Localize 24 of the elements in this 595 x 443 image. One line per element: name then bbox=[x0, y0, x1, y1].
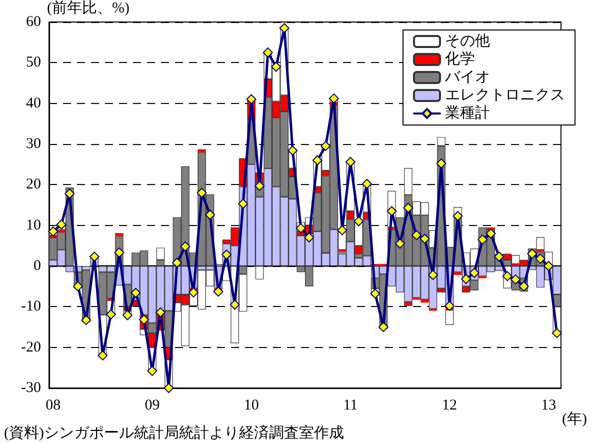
text: (資料)シンガポール統計局統計より経済調査室作成 bbox=[4, 424, 344, 442]
y-tick-label: 60 bbox=[26, 14, 41, 30]
legend-label: その他 bbox=[445, 32, 490, 50]
x-tick-label: 12 bbox=[442, 398, 458, 414]
legend-label: 化学 bbox=[445, 50, 475, 68]
x-axis-title: (年) bbox=[562, 410, 588, 428]
x-tick-label: 13 bbox=[541, 398, 556, 414]
y-tick-label: -30 bbox=[21, 380, 41, 396]
x-tick-label: 11 bbox=[343, 398, 358, 414]
y-tick-label: -20 bbox=[21, 339, 41, 356]
x-tick-label: 08 bbox=[46, 398, 61, 414]
y-tick-label: -10 bbox=[21, 298, 41, 315]
y-tick-label: 0 bbox=[34, 258, 41, 274]
legend-label: 業種計 bbox=[445, 104, 490, 122]
x-tick-label: 09 bbox=[144, 398, 160, 414]
y-axis-title: (前年比、%) bbox=[47, 0, 130, 16]
legend-label: エレクトロニクス bbox=[445, 88, 565, 104]
x-tick-label: 10 bbox=[244, 398, 259, 414]
y-tick-label: 50 bbox=[26, 54, 41, 71]
y-tick-label: 40 bbox=[26, 95, 41, 112]
y-tick-label: 30 bbox=[26, 136, 41, 152]
y-tick-label: 10 bbox=[26, 217, 41, 234]
y-tick-label: 20 bbox=[26, 176, 41, 193]
legend-label: バイオ bbox=[444, 70, 490, 86]
